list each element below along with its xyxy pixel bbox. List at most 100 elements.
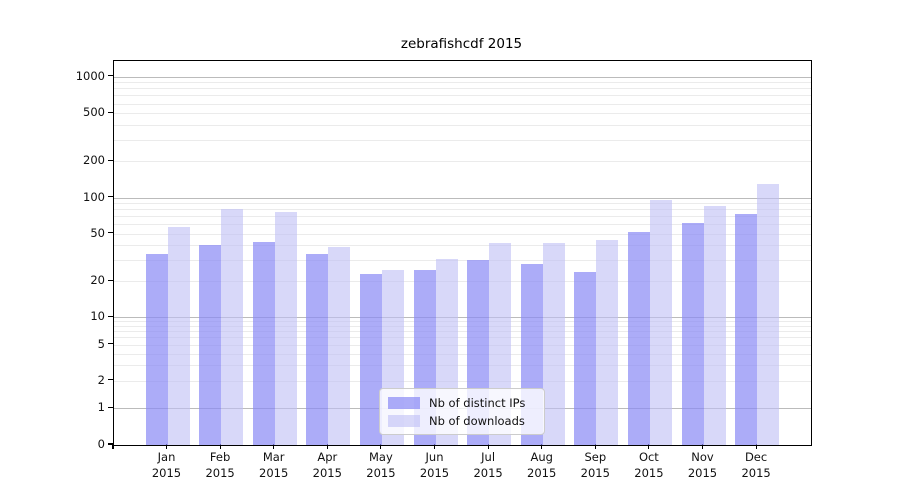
x-tick-month: Oct [638,450,659,464]
x-tick-mark [433,444,436,449]
minor-gridline [114,380,811,382]
y-tick-label: 5 [97,336,105,351]
chart-title: zebrafishcdf 2015 [400,36,523,52]
bar-downloads [221,209,244,445]
minor-gridline [114,124,811,126]
y-tick-mark [108,279,113,281]
bar-downloads [167,226,190,445]
x-tick-mark [755,444,757,449]
y-tick-mark [108,343,113,345]
bar-distinct-ips [735,214,758,445]
x-tick-label: Sep 2015 [563,450,627,481]
x-tick-year: 2015 [419,465,450,480]
y-tick-label: 100 [83,189,105,204]
bar-downloads [757,183,780,445]
minor-gridline [114,344,811,346]
x-tick-year: 2015 [634,465,664,480]
x-tick-mark [273,444,275,449]
minor-gridline [114,139,811,141]
bar-distinct-ips [574,271,597,445]
y-tick-mark [108,406,113,408]
minor-gridline [114,88,811,90]
x-tick-month: May [369,450,393,464]
minor-gridline [114,203,811,205]
bar-distinct-ips [627,231,650,445]
bar-downloads [328,246,351,445]
x-tick-mark [380,444,382,449]
minor-gridline [114,245,811,247]
y-tick-mark [108,196,113,198]
bar-distinct-ips [359,274,382,445]
x-tick-mark [487,444,489,449]
y-tick-mark [108,443,113,445]
x-tick-label: Jan 2015 [135,450,199,481]
bar-downloads [703,205,726,445]
minor-gridline [114,260,811,262]
x-tick-year: 2015 [366,465,396,480]
bar-distinct-ips [252,241,275,445]
x-tick-mark [219,444,221,449]
y-tick-label: 2 [97,372,105,387]
x-tick-mark [541,444,543,449]
x-tick-label: Dec 2015 [724,450,788,481]
minor-gridline [114,337,811,339]
minor-gridline [114,321,811,323]
y-tick-label: 1000 [75,68,105,83]
y-tick-label: 10 [90,309,105,324]
major-gridline [114,76,811,78]
minor-gridline [114,326,811,328]
x-tick-year: 2015 [151,465,182,480]
x-tick-month: Jan [157,450,176,464]
y-tick-mark [108,111,113,113]
y-tick-mark [108,379,113,381]
x-axis-corner-tick [112,444,114,449]
x-tick-label: Mar 2015 [242,450,306,481]
x-tick-month: Jul [481,450,496,464]
x-tick-label: Jul 2015 [456,450,520,481]
x-tick-month: Dec [744,450,768,464]
major-gridline [114,317,811,319]
x-tick-year: 2015 [580,465,610,480]
x-tick-year: 2015 [473,465,503,480]
x-tick-label: Jun 2015 [403,450,467,481]
legend: Nb of distinct IPs Nb of downloads [379,388,545,435]
x-tick-year: 2015 [527,465,557,480]
y-tick-mark [108,75,113,77]
x-tick-year: 2015 [741,465,771,480]
x-tick-mark [326,444,328,449]
minor-gridline [114,353,811,355]
bar-downloads [596,240,619,445]
minor-gridline [114,331,811,333]
minor-gridline [114,103,811,105]
y-tick-mark [108,315,113,317]
bar-distinct-ips [306,253,329,445]
y-tick-label: 200 [83,153,105,168]
minor-gridline [114,281,811,283]
legend-swatch-downloads [388,414,420,427]
y-tick-label: 20 [90,273,105,288]
minor-gridline [114,161,811,163]
x-tick-label: Feb 2015 [188,450,252,481]
minor-gridline [114,364,811,366]
legend-item-downloads: Nb of downloads [388,414,544,428]
major-gridline [114,197,811,199]
x-tick-mark [648,444,650,449]
minor-gridline [114,216,811,218]
minor-gridline [114,95,811,97]
y-tick-label: 50 [90,225,105,240]
legend-swatch-distinct-ips [388,396,420,409]
y-tick-mark [108,159,113,161]
y-tick-label: 0 [97,437,105,451]
x-tick-label: Apr 2015 [295,450,359,481]
x-tick-month: Mar [262,450,285,464]
bar-downloads [274,211,297,445]
x-tick-month: Aug [530,450,553,464]
x-tick-month: Nov [691,450,714,464]
x-tick-month: Feb [209,450,231,464]
x-tick-label: Aug 2015 [510,450,574,481]
minor-gridline [114,209,811,211]
minor-gridline [114,82,811,84]
legend-item-distinct-ips: Nb of distinct IPs [388,396,544,410]
x-tick-month: Sep [584,450,607,464]
